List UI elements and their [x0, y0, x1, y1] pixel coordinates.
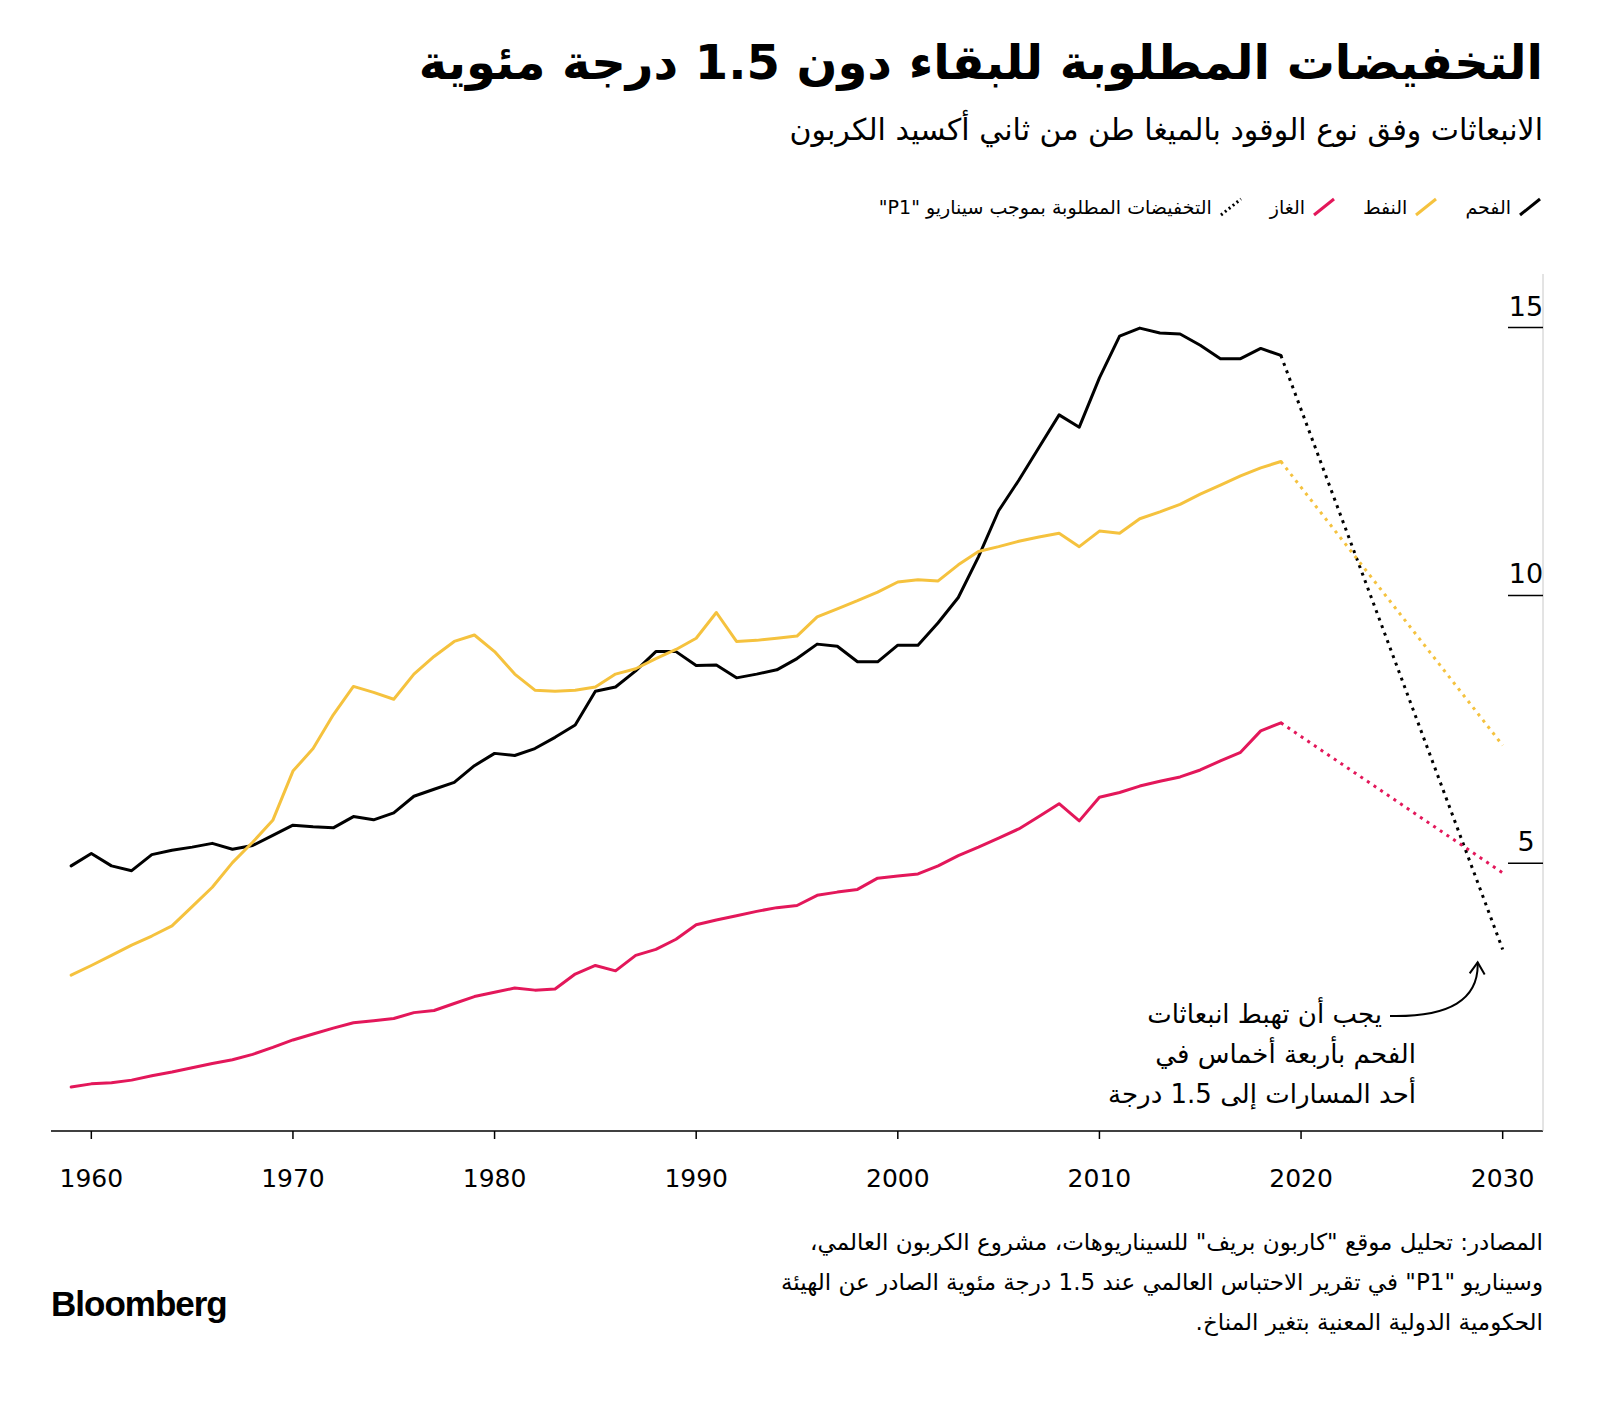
series-line [71, 461, 1281, 975]
y-tick [1508, 595, 1543, 597]
source-line: الحكومية الدولية المعنية بتغير المناخ. [781, 1302, 1543, 1342]
legend-item: التخفيضات المطلوبة بموجب سيناريو "P1" [879, 196, 1244, 218]
y-tick-label: 15 [1509, 291, 1543, 322]
x-tick-label: 2000 [866, 1164, 930, 1193]
projection-line [1281, 355, 1503, 949]
x-tick-label: 1970 [261, 1164, 325, 1193]
annotation-arrowhead [1470, 962, 1485, 974]
projection-line [1281, 723, 1503, 873]
x-tick-label: 2010 [1068, 1164, 1132, 1193]
legend-swatch [1218, 197, 1244, 217]
y-tick [1508, 327, 1543, 329]
legend-item: الفحم [1465, 196, 1543, 218]
legend: الفحم النفط الغاز التخفيضات المطلوبة بموجب … [879, 196, 1543, 218]
plot-area [71, 328, 1503, 1087]
legend-label: الفحم [1465, 196, 1511, 218]
x-tick [494, 1131, 496, 1139]
projection-line [1281, 461, 1503, 745]
x-axis [51, 1130, 1543, 1132]
x-tick-label: 1980 [463, 1164, 527, 1193]
chart: 1960 1970 1980 1990 2000 2010 2020 2030 5 10 15 [0, 0, 1600, 1408]
x-tick-label: 2030 [1471, 1164, 1535, 1193]
x-tick [1502, 1131, 1504, 1139]
x-tick [897, 1131, 899, 1139]
x-tick [1300, 1131, 1302, 1139]
legend-label: النفط [1363, 196, 1407, 218]
annotation: يجب أن تهبط انبعاثاتالفحم بأربعة أخماس ف… [1108, 994, 1416, 1114]
legend-line [1416, 199, 1436, 215]
legend-swatch [1517, 197, 1543, 217]
subtitle: الانبعاثات وفق نوع الوقود بالميغا طن من … [789, 112, 1543, 147]
x-tick-label: 2020 [1269, 1164, 1333, 1193]
legend-label: الغاز [1270, 196, 1305, 218]
legend-item: النفط [1363, 196, 1439, 218]
annotation-line: الفحم بأربعة أخماس في [1108, 1034, 1416, 1074]
legend-swatch [1413, 197, 1439, 217]
annotation-line: يجب أن تهبط انبعاثات [1108, 994, 1416, 1034]
title: التخفيضات المطلوبة للبقاء دون 1.5 درجة م… [419, 34, 1543, 90]
source: المصادر: تحليل موقع "كاربون بريف" للسينا… [781, 1222, 1543, 1342]
legend-line [1520, 199, 1540, 215]
source-line: وسيناريو "P1" في تقرير الاحتباس العالمي … [781, 1262, 1543, 1302]
legend-line [1221, 199, 1241, 215]
y-tick [1508, 862, 1543, 864]
x-tick-label: 1990 [664, 1164, 728, 1193]
annotation-line: أحد المسارات إلى 1.5 درجة [1108, 1074, 1416, 1114]
x-tick [695, 1131, 697, 1139]
x-tick-label: 1960 [60, 1164, 124, 1193]
legend-label: التخفيضات المطلوبة بموجب سيناريو "P1" [879, 196, 1212, 218]
y-axis [1543, 274, 1544, 1131]
series-line [71, 723, 1281, 1087]
x-tick [292, 1131, 294, 1139]
x-tick [91, 1131, 93, 1139]
x-tick [1099, 1131, 1101, 1139]
logo: Bloomberg [51, 1284, 227, 1324]
source-line: المصادر: تحليل موقع "كاربون بريف" للسينا… [781, 1222, 1543, 1262]
legend-line [1314, 199, 1334, 215]
annotation-arrow [1390, 962, 1478, 1016]
y-tick-label: 10 [1509, 558, 1543, 589]
series-line [71, 328, 1281, 871]
y-tick-label: 5 [1517, 826, 1534, 857]
legend-item: الغاز [1270, 196, 1337, 218]
legend-swatch [1311, 197, 1337, 217]
